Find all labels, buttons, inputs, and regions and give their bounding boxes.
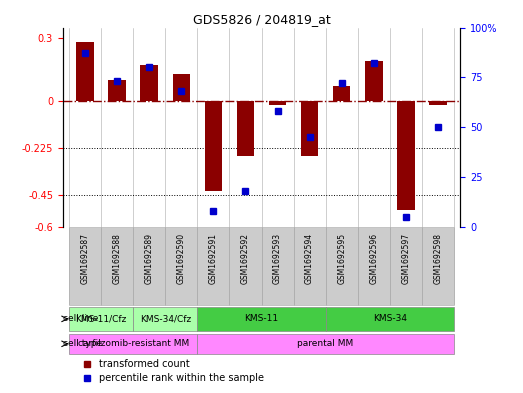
Bar (69, 227, 101, 305)
Bar (230, 227, 262, 305)
Text: GSM1692592: GSM1692592 (241, 233, 250, 284)
Bar (165, 227, 197, 305)
Text: GSM1692590: GSM1692590 (177, 233, 186, 285)
Bar (422, 227, 454, 305)
Text: percentile rank within the sample: percentile rank within the sample (98, 373, 264, 383)
Bar (326, 227, 358, 305)
Bar (397, 101, 415, 210)
Bar (333, 86, 350, 101)
Bar (236, 101, 254, 156)
Bar (262, 227, 293, 305)
Bar (269, 101, 287, 105)
Bar (76, 42, 94, 101)
Text: KMS-34: KMS-34 (373, 314, 407, 323)
Bar (133, 307, 197, 331)
Text: cell line: cell line (63, 314, 99, 323)
Bar (101, 227, 133, 305)
Bar (108, 80, 126, 101)
Bar (301, 101, 319, 156)
Bar (141, 65, 158, 101)
Bar (197, 334, 454, 354)
Text: GSM1692597: GSM1692597 (401, 233, 410, 285)
Text: GSM1692587: GSM1692587 (81, 233, 90, 284)
Text: carfilzomib-resistant MM: carfilzomib-resistant MM (77, 339, 189, 348)
Bar (365, 61, 382, 101)
Text: GSM1692598: GSM1692598 (433, 233, 442, 284)
Text: KMS-11: KMS-11 (244, 314, 279, 323)
Text: KMS-34/Cfz: KMS-34/Cfz (140, 314, 191, 323)
Bar (204, 101, 222, 191)
Text: GSM1692591: GSM1692591 (209, 233, 218, 284)
Text: KMS-11/Cfz: KMS-11/Cfz (75, 314, 127, 323)
Bar (69, 334, 197, 354)
Text: GSM1692594: GSM1692594 (305, 233, 314, 285)
Text: GSM1692596: GSM1692596 (369, 233, 378, 285)
Bar (197, 307, 326, 331)
Bar (133, 227, 165, 305)
Text: GSM1692589: GSM1692589 (145, 233, 154, 284)
Bar (293, 227, 326, 305)
Bar (326, 307, 454, 331)
Title: GDS5826 / 204819_at: GDS5826 / 204819_at (192, 13, 331, 26)
Bar (390, 227, 422, 305)
Bar (429, 101, 447, 105)
Bar (69, 307, 133, 331)
Text: cell type: cell type (63, 339, 103, 348)
Text: transformed count: transformed count (98, 358, 189, 369)
Bar (358, 227, 390, 305)
Bar (173, 74, 190, 101)
Text: parental MM: parental MM (298, 339, 354, 348)
Text: GSM1692595: GSM1692595 (337, 233, 346, 285)
Text: GSM1692593: GSM1692593 (273, 233, 282, 285)
Text: GSM1692588: GSM1692588 (113, 233, 122, 284)
Bar (197, 227, 230, 305)
